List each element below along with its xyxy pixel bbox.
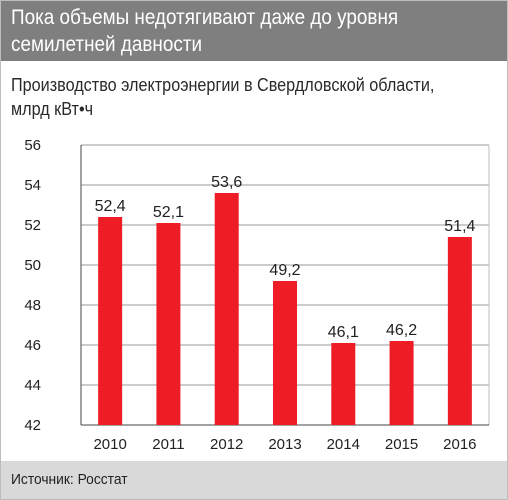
data-label-2015: 46,2 [386, 322, 417, 339]
source-note: Источник: Росстат [11, 471, 128, 488]
bar-2011 [156, 223, 181, 425]
y-tick-label-46: 46 [24, 337, 41, 354]
bar-2016 [447, 237, 472, 425]
title-line-1: Пока объемы недотягивают даже до уровня [11, 6, 399, 29]
bars-layer [98, 193, 472, 425]
footer-banner: Источник: Росстат [1, 461, 507, 499]
data-label-2010: 52,4 [95, 198, 126, 215]
data-label-2013: 49,2 [269, 262, 300, 279]
y-tick-label-50: 50 [24, 257, 41, 274]
y-tick-label-44: 44 [24, 377, 41, 394]
x-tick-label-2014: 2014 [327, 436, 360, 453]
chart-title: Производство электроэнергии в Свердловск… [11, 75, 435, 95]
x-tick-label-2013: 2013 [268, 436, 301, 453]
title-line-2: семилетней давности [11, 33, 203, 56]
y-tick-label-48: 48 [24, 297, 41, 314]
data-label-2014: 46,1 [328, 324, 359, 341]
bar-2014 [331, 343, 356, 425]
data-label-2016: 51,4 [444, 218, 475, 235]
x-tick-label-2012: 2012 [210, 436, 243, 453]
x-tick-label-2011: 2011 [152, 436, 184, 453]
chart-unit: млрд кВт•ч [11, 99, 94, 119]
labels-layer: 42 44 46 48 50 52 54 56 52,4 2010 52,1 2011 53,6 2012… [24, 137, 476, 453]
y-tick-label-54: 54 [24, 177, 41, 194]
chart-subtitle: Производство электроэнергии в Свердловск… [11, 73, 479, 121]
bar-2010 [98, 217, 123, 425]
data-label-2012: 53,6 [211, 174, 242, 191]
data-label-2011: 52,1 [153, 204, 184, 221]
y-tick-label-56: 56 [24, 137, 41, 154]
bar-2012 [214, 193, 239, 425]
x-tick-label-2010: 2010 [93, 436, 126, 453]
bar-2013 [273, 281, 297, 425]
bar-2015 [389, 341, 414, 425]
y-tick-label-42: 42 [24, 417, 41, 434]
x-tick-label-2015: 2015 [385, 436, 418, 453]
bar-chart: 42 44 46 48 50 52 54 56 52,4 2010 52,1 2011 53,6 2012… [24, 137, 490, 453]
header-banner: Пока объемы недотягивают даже до уровня … [1, 1, 507, 61]
infographic-title: Пока объемы недотягивают даже до уровня … [11, 4, 452, 58]
x-tick-label-2016: 2016 [443, 436, 476, 453]
y-tick-label-52: 52 [24, 217, 41, 234]
plot-area: 42 44 46 48 50 52 54 56 52,4 2010 52,1 2011 53,6 2012… [1, 1, 507, 471]
